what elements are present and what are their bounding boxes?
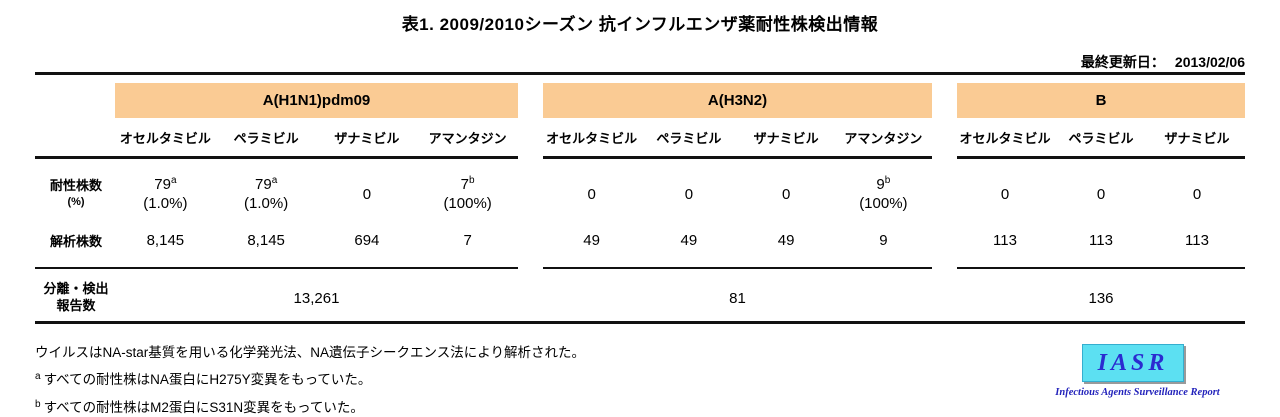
rule-subheader-group1 xyxy=(35,156,518,159)
drug-header-row-group1: オセルタミビル ペラミビル ザナミビル アマンタジン xyxy=(115,127,518,147)
drug-header-row-group3: オセルタミビル ペラミビル ザナミビル xyxy=(957,127,1245,147)
reported-cell-group1: 13,261 xyxy=(293,289,340,307)
analyzed-cell: 9 xyxy=(879,231,888,249)
resistant-row-group3: 0 0 0 xyxy=(957,166,1245,222)
resistant-cell: 7b (100%) xyxy=(443,175,492,213)
page-title: 表1. 2009/2010シーズン 抗インフルエンザ薬耐性株検出情報 xyxy=(401,15,879,34)
drug-header: アマンタジン xyxy=(428,130,507,146)
drug-header: オセルタミビル xyxy=(959,130,1051,146)
reported-cell-group3: 136 xyxy=(1088,289,1114,307)
reported-cell-group2: 81 xyxy=(729,289,746,307)
rule-mid-group2 xyxy=(543,267,932,269)
analyzed-row-group3: 113 113 113 xyxy=(957,228,1245,252)
resistant-cell: 79a (1.0%) xyxy=(244,175,289,213)
resistant-row-group1: 79a (1.0%) 79a (1.0%) 0 7b (100%) xyxy=(115,166,518,222)
last-updated-label: 最終更新日： xyxy=(1080,54,1165,70)
resistant-cell: 0 xyxy=(1096,185,1106,203)
footnote-a: a すべての耐性株はNA蛋白にH275Y変異をもっていた。 xyxy=(35,370,372,388)
resistant-row-group2: 0 0 0 9b (100%) xyxy=(543,166,932,222)
analyzed-cell: 113 xyxy=(1089,231,1113,249)
last-updated-value: 2013/02/06 xyxy=(1174,54,1245,70)
analyzed-cell: 694 xyxy=(354,231,380,249)
drug-header: ザナミビル xyxy=(1164,130,1230,146)
drug-header: ペラミビル xyxy=(233,130,299,146)
resistant-cell: 0 xyxy=(684,185,694,203)
analyzed-cell: 49 xyxy=(680,231,698,249)
footnote-b: b すべての耐性株はM2蛋白にS31N変異をもっていた。 xyxy=(35,398,364,416)
analyzed-cell: 8,145 xyxy=(146,231,185,249)
table-border-bottom xyxy=(35,321,1245,324)
rule-mid-group1 xyxy=(35,267,518,269)
analyzed-row-group1: 8,145 8,145 694 7 xyxy=(115,228,518,252)
iasr-logo-subtitle: Infectious Agents Surveillance Report xyxy=(1055,387,1220,398)
resistant-cell: 0 xyxy=(781,185,791,203)
resistant-cell: 79a (1.0%) xyxy=(143,175,188,213)
resistant-cell: 0 xyxy=(587,185,596,203)
drug-header: アマンタジン xyxy=(844,130,923,146)
analyzed-cell: 8,145 xyxy=(247,231,285,249)
rule-subheader-group2 xyxy=(543,156,932,159)
group-header-b: B xyxy=(957,83,1245,118)
drug-header: ペラミビル xyxy=(1068,130,1134,146)
resistant-cell: 0 xyxy=(362,185,372,203)
drug-header: オセルタミビル xyxy=(546,130,638,146)
drug-header: ペラミビル xyxy=(656,130,722,146)
table-border-top xyxy=(35,72,1245,75)
drug-header: ザナミビル xyxy=(334,130,400,146)
footnote-method: ウイルスはNA-star基質を用いる化学発光法、NA遺伝子シークエンス法により解… xyxy=(35,345,585,360)
resistant-cell: 0 xyxy=(1192,185,1202,203)
iasr-logo-text: IASR xyxy=(1097,349,1169,376)
drug-header: オセルタミビル xyxy=(119,130,211,146)
analyzed-cell: 49 xyxy=(777,231,795,249)
iasr-logo[interactable]: IASR xyxy=(1082,344,1184,382)
analyzed-row-group2: 49 49 49 9 xyxy=(543,228,932,252)
group-header-ah3n2: A(H3N2) xyxy=(543,83,932,118)
analyzed-cell: 113 xyxy=(993,231,1017,249)
drug-header-row-group2: オセルタミビル ペラミビル ザナミビル アマンタジン xyxy=(543,127,932,147)
rule-mid-group3 xyxy=(957,267,1245,269)
row-label-resistant: 耐性株数 (%) xyxy=(49,178,102,208)
last-updated: 最終更新日： 2013/02/06 xyxy=(0,52,1245,72)
rule-subheader-group3 xyxy=(957,156,1245,159)
analyzed-cell: 7 xyxy=(463,231,472,249)
row-label-analyzed: 解析株数 xyxy=(49,233,102,249)
resistant-cell: 9b (100%) xyxy=(859,175,908,213)
row-label-reported: 分離・検出 報告数 xyxy=(43,281,109,313)
analyzed-cell: 113 xyxy=(1185,231,1209,249)
drug-header: ザナミビル xyxy=(753,130,819,146)
resistant-cell: 0 xyxy=(1000,185,1010,203)
analyzed-cell: 49 xyxy=(583,231,600,249)
group-header-ah1n1pdm09: A(H1N1)pdm09 xyxy=(115,83,518,118)
